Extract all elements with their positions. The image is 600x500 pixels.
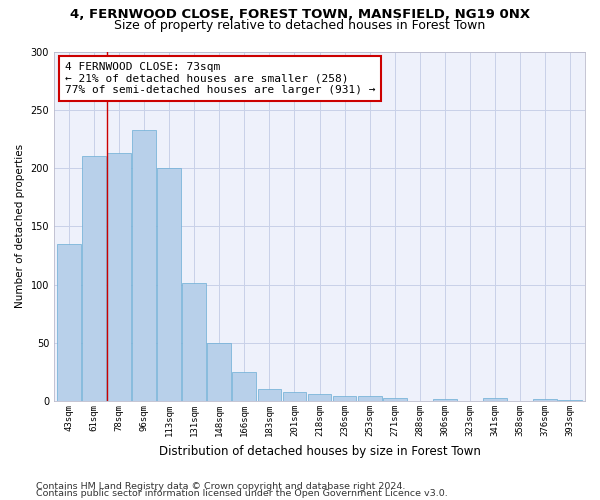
Text: Contains HM Land Registry data © Crown copyright and database right 2024.: Contains HM Land Registry data © Crown c… — [36, 482, 406, 491]
Text: Size of property relative to detached houses in Forest Town: Size of property relative to detached ho… — [115, 19, 485, 32]
Text: 4, FERNWOOD CLOSE, FOREST TOWN, MANSFIELD, NG19 0NX: 4, FERNWOOD CLOSE, FOREST TOWN, MANSFIEL… — [70, 8, 530, 20]
Bar — [133, 130, 156, 401]
Bar — [533, 399, 557, 401]
Bar — [57, 244, 81, 401]
Bar — [383, 398, 407, 401]
X-axis label: Distribution of detached houses by size in Forest Town: Distribution of detached houses by size … — [158, 444, 481, 458]
Y-axis label: Number of detached properties: Number of detached properties — [15, 144, 25, 308]
Text: 4 FERNWOOD CLOSE: 73sqm
← 21% of detached houses are smaller (258)
77% of semi-d: 4 FERNWOOD CLOSE: 73sqm ← 21% of detache… — [65, 62, 375, 95]
Bar — [157, 168, 181, 401]
Bar — [358, 396, 382, 401]
Bar — [232, 372, 256, 401]
Bar — [308, 394, 331, 401]
Bar — [107, 153, 131, 401]
Bar — [182, 284, 206, 401]
Bar — [283, 392, 307, 401]
Bar — [558, 400, 582, 401]
Bar — [433, 399, 457, 401]
Bar — [483, 398, 507, 401]
Bar — [257, 390, 281, 401]
Text: Contains public sector information licensed under the Open Government Licence v3: Contains public sector information licen… — [36, 490, 448, 498]
Bar — [208, 343, 231, 401]
Bar — [82, 156, 106, 401]
Bar — [332, 396, 356, 401]
